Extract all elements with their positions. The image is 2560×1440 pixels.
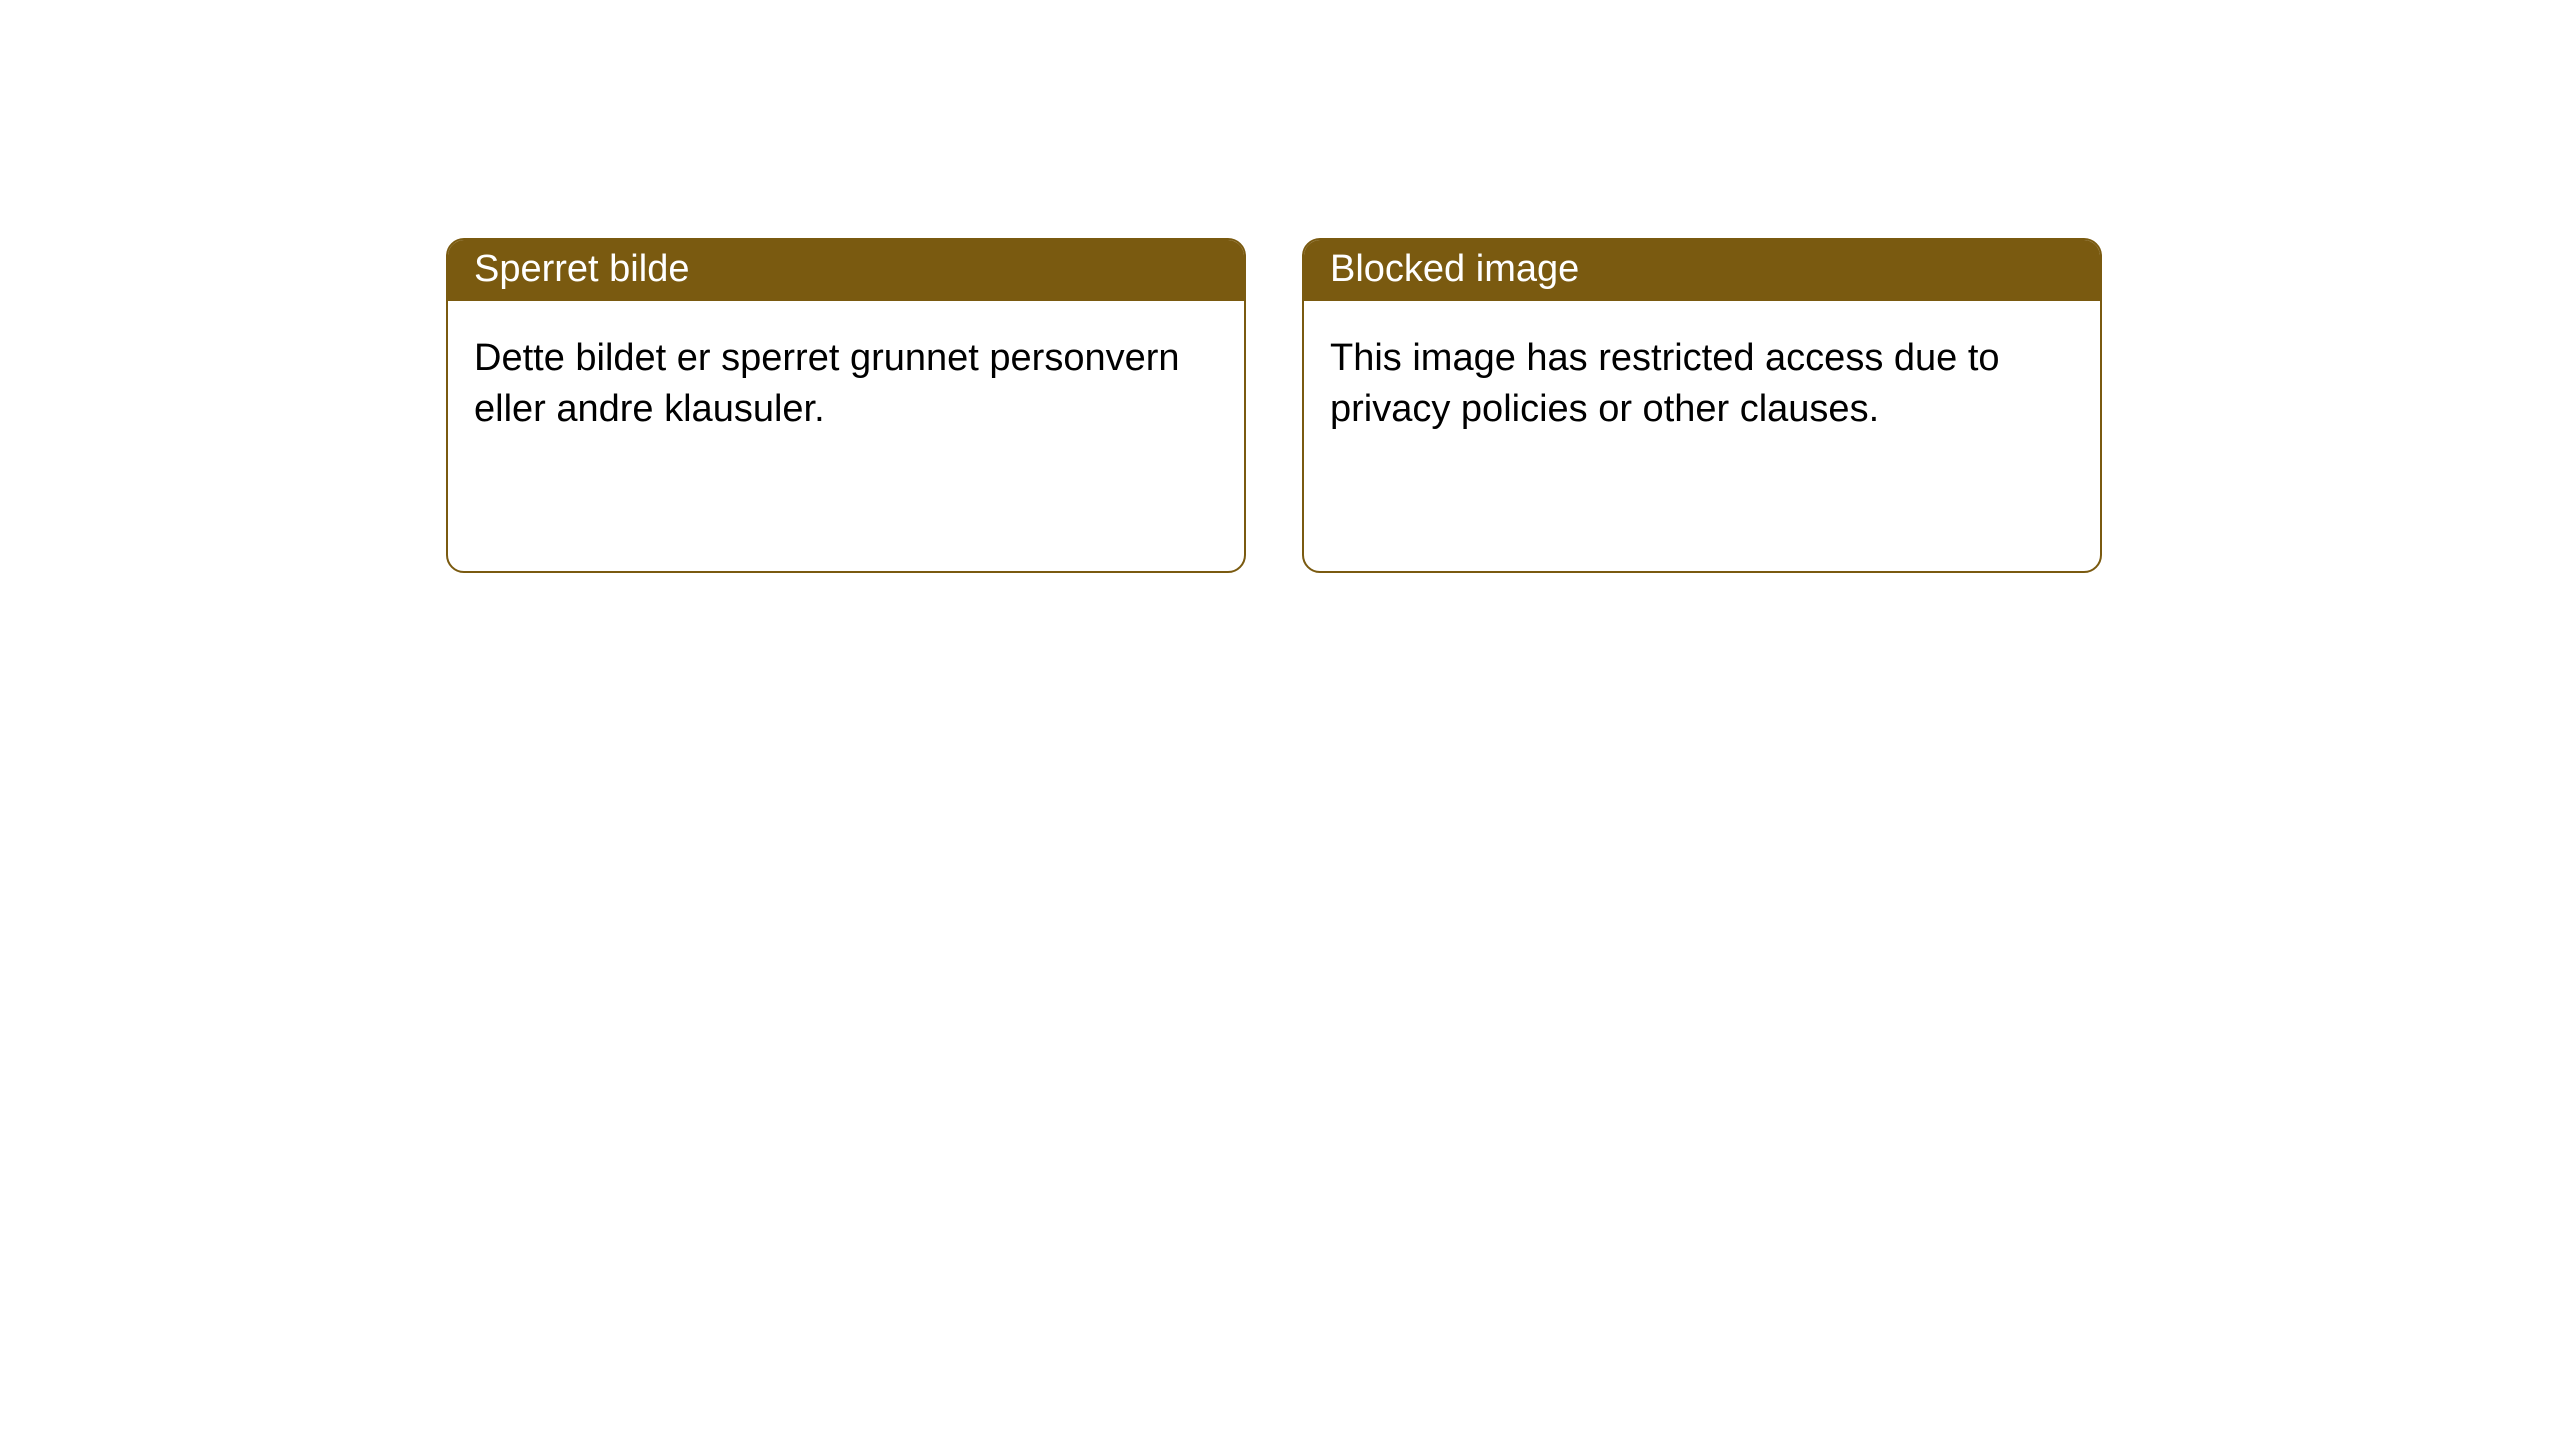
- notice-cards-row: Sperret bilde Dette bildet er sperret gr…: [0, 0, 2560, 573]
- card-body-text: Dette bildet er sperret grunnet personve…: [448, 301, 1244, 468]
- card-body-text: This image has restricted access due to …: [1304, 301, 2100, 468]
- blocked-image-card-no: Sperret bilde Dette bildet er sperret gr…: [446, 238, 1246, 573]
- card-title: Blocked image: [1304, 240, 2100, 301]
- blocked-image-card-en: Blocked image This image has restricted …: [1302, 238, 2102, 573]
- card-title: Sperret bilde: [448, 240, 1244, 301]
